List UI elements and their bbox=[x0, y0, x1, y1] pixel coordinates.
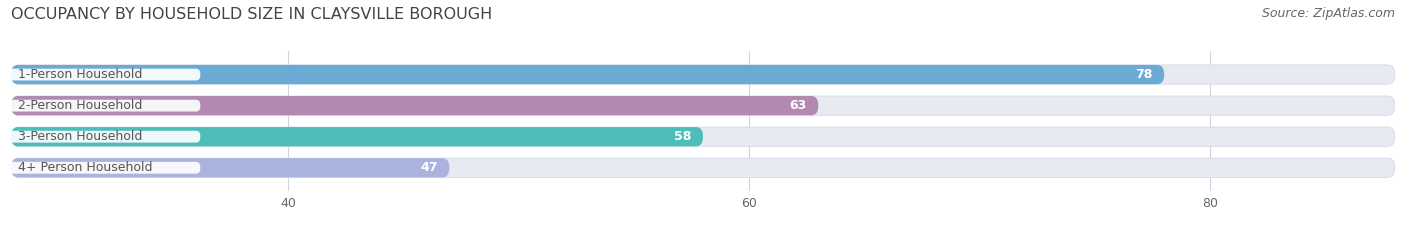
Text: 1-Person Household: 1-Person Household bbox=[18, 68, 142, 81]
FancyBboxPatch shape bbox=[4, 131, 200, 143]
FancyBboxPatch shape bbox=[11, 127, 703, 146]
FancyBboxPatch shape bbox=[11, 96, 1395, 115]
Text: 63: 63 bbox=[790, 99, 807, 112]
FancyBboxPatch shape bbox=[11, 65, 1164, 84]
Text: 2-Person Household: 2-Person Household bbox=[18, 99, 142, 112]
Text: OCCUPANCY BY HOUSEHOLD SIZE IN CLAYSVILLE BOROUGH: OCCUPANCY BY HOUSEHOLD SIZE IN CLAYSVILL… bbox=[11, 7, 492, 22]
FancyBboxPatch shape bbox=[11, 158, 1395, 177]
FancyBboxPatch shape bbox=[11, 158, 450, 177]
Text: 4+ Person Household: 4+ Person Household bbox=[18, 161, 153, 174]
FancyBboxPatch shape bbox=[4, 100, 200, 112]
Text: 47: 47 bbox=[420, 161, 437, 174]
Text: 78: 78 bbox=[1135, 68, 1153, 81]
FancyBboxPatch shape bbox=[11, 127, 1395, 146]
Text: 58: 58 bbox=[673, 130, 692, 143]
Text: Source: ZipAtlas.com: Source: ZipAtlas.com bbox=[1261, 7, 1395, 20]
Text: 3-Person Household: 3-Person Household bbox=[18, 130, 142, 143]
FancyBboxPatch shape bbox=[4, 69, 200, 80]
FancyBboxPatch shape bbox=[11, 96, 818, 115]
FancyBboxPatch shape bbox=[11, 65, 1395, 84]
FancyBboxPatch shape bbox=[4, 162, 200, 174]
